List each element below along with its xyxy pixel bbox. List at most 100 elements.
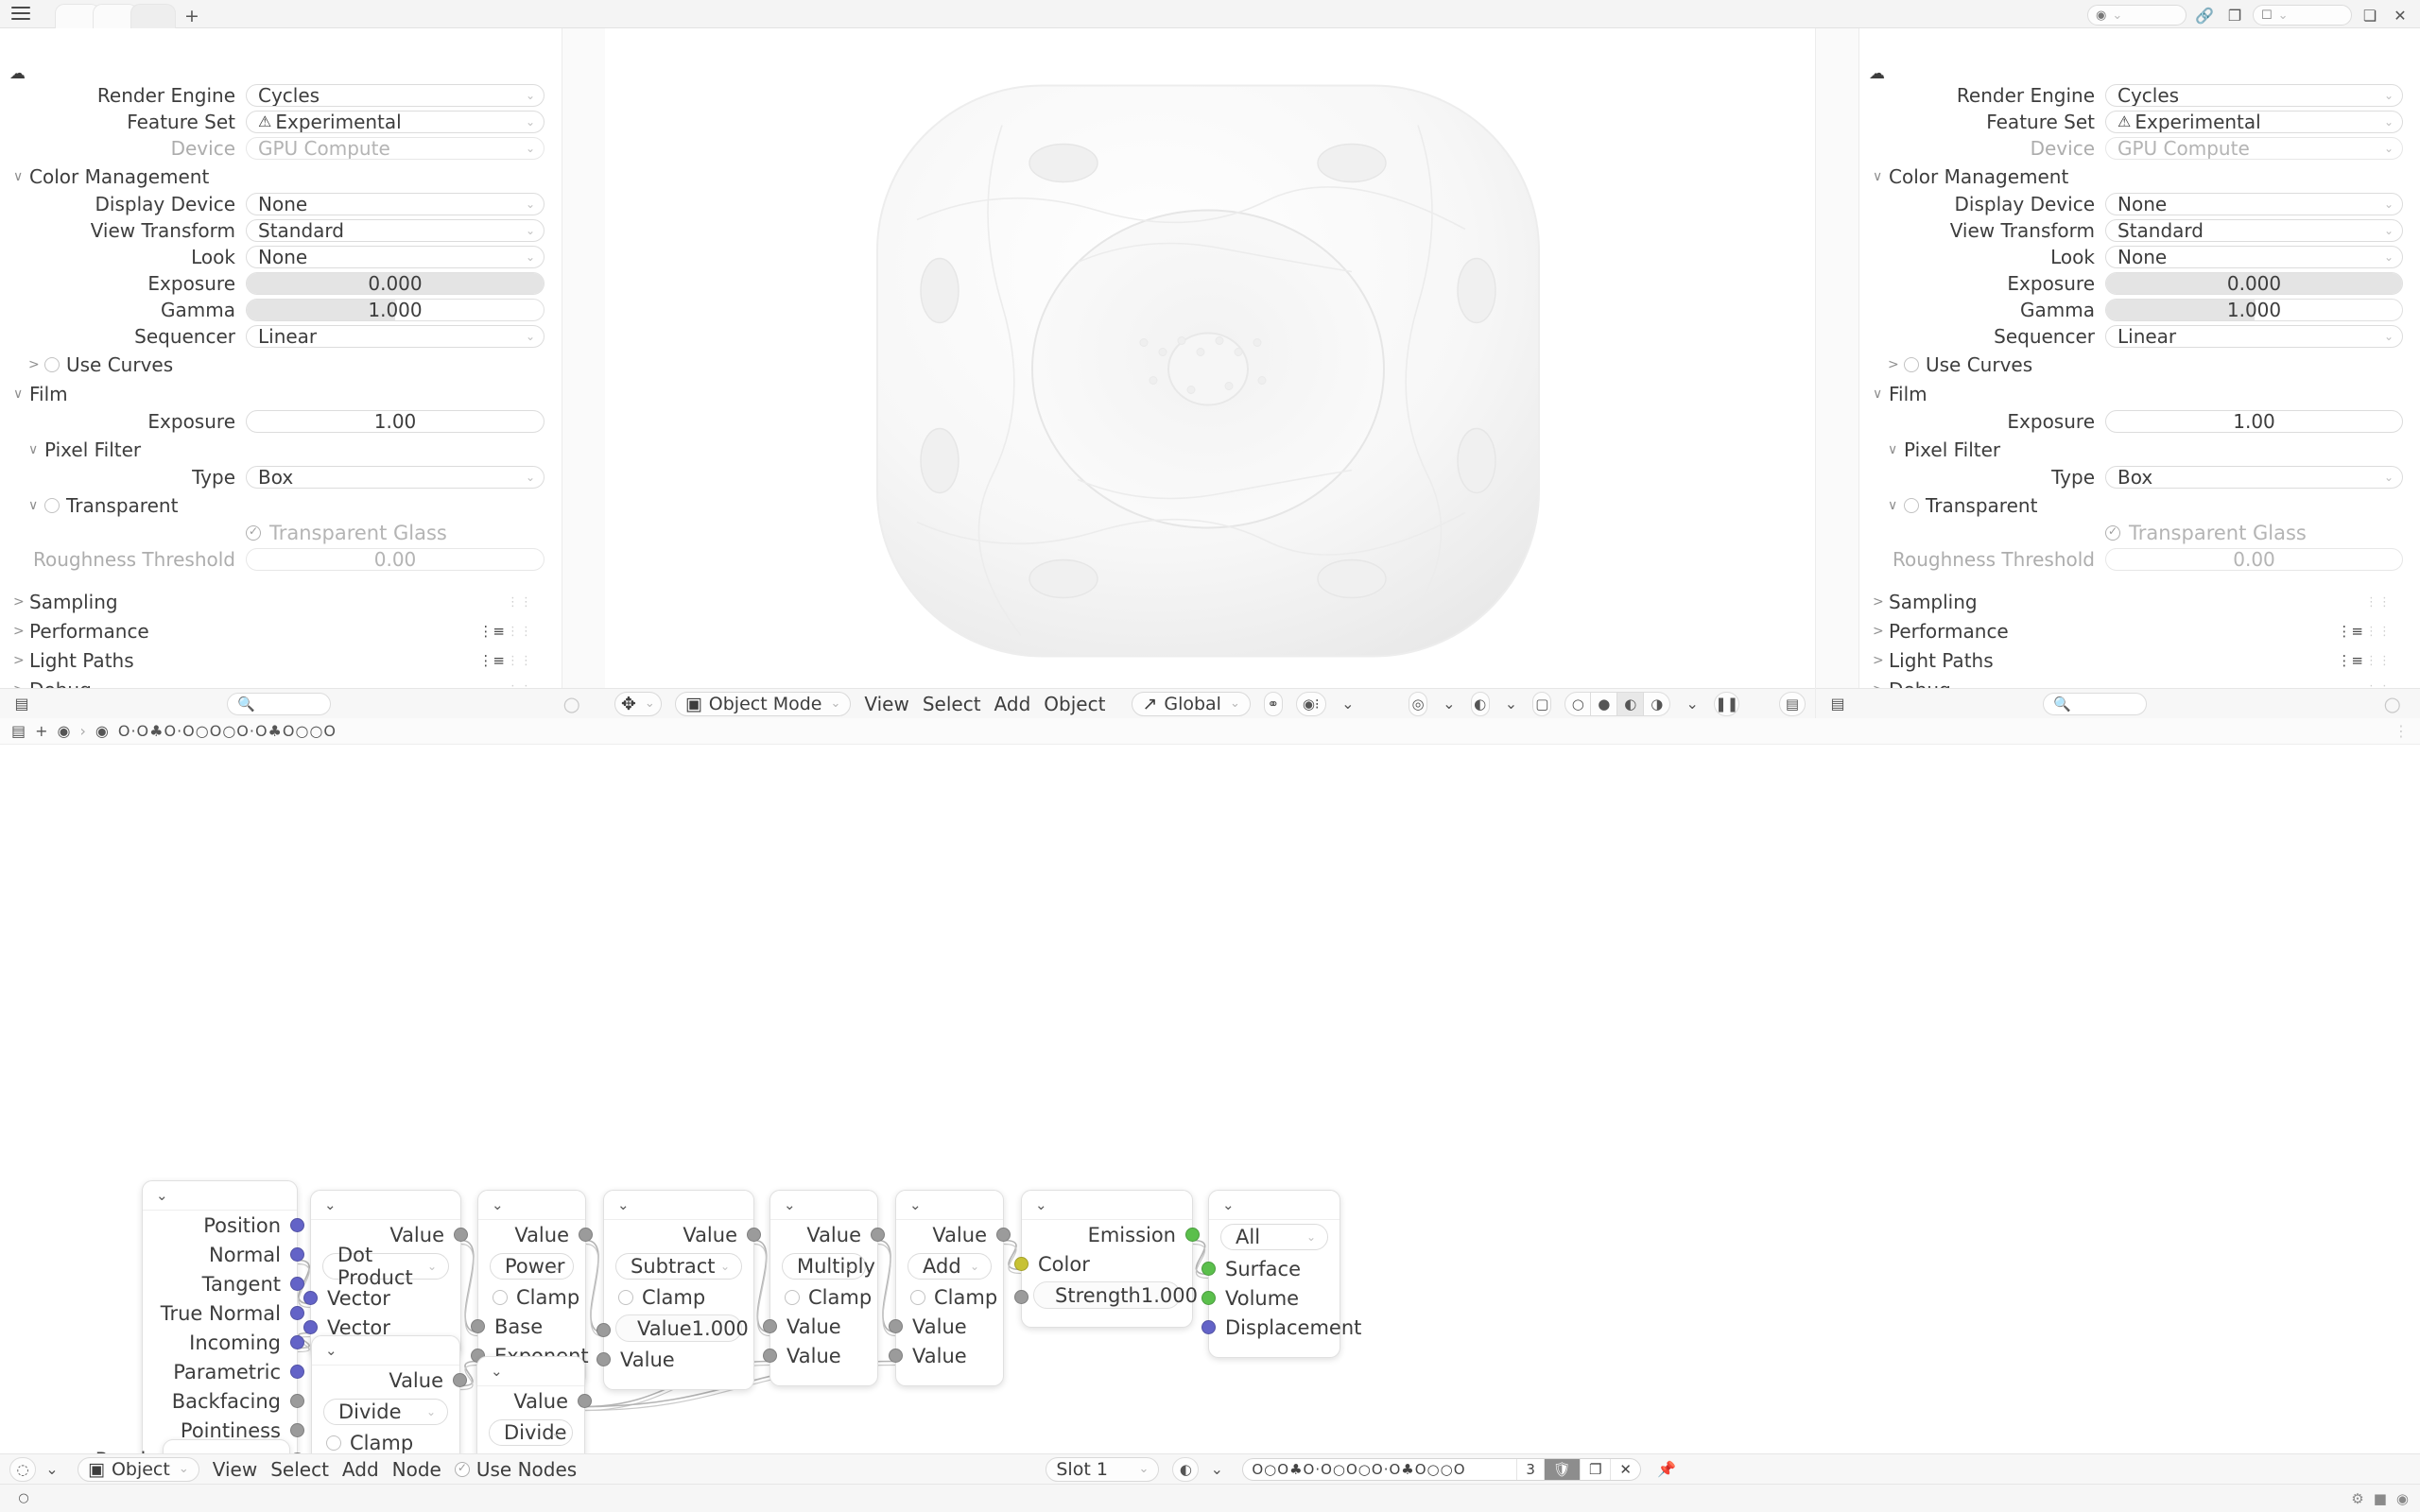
- node-math-add[interactable]: ⌄ Value Add ⌄ Clamp Value Value: [889, 1190, 1011, 1386]
- node-math-power[interactable]: ⌄ Value Power⌄ Clamp Base Exponent: [471, 1190, 593, 1386]
- use-curves-checkbox[interactable]: [1904, 357, 1919, 372]
- use-curves-row[interactable]: Use Curves: [0, 352, 562, 377]
- link-icon[interactable]: 🔗: [2195, 6, 2214, 25]
- clamp-checkbox[interactable]: [910, 1290, 925, 1305]
- output-socket[interactable]: [454, 1228, 468, 1242]
- node-options-icon[interactable]: ◉: [57, 722, 71, 740]
- input-socket[interactable]: [596, 1323, 611, 1337]
- clamp-checkbox[interactable]: [785, 1290, 800, 1305]
- chevron-down-icon[interactable]: ⌄: [784, 1196, 796, 1213]
- clamp-checkbox[interactable]: [618, 1290, 633, 1305]
- material-browse-icon[interactable]: ◐: [1172, 1456, 1200, 1482]
- node-emission[interactable]: ⌄ Emission Color Strength 1.000: [1014, 1190, 1200, 1328]
- viewport-menu-add[interactable]: Add: [994, 692, 1031, 715]
- node-editor-scrollbar[interactable]: ⋮: [2394, 722, 2409, 740]
- chevron-down-icon[interactable]: ⌄: [617, 1196, 630, 1213]
- transparent-glass-toggle[interactable]: Transparent Glass: [246, 522, 544, 544]
- section-light-paths[interactable]: Light Paths ⋮≡⋮⋮: [1859, 648, 2420, 673]
- chevron-down-icon[interactable]: ⌄: [1222, 1196, 1235, 1213]
- property-dropdown-2[interactable]: GPU Compute ⌄: [246, 136, 544, 160]
- property-dropdown-0[interactable]: Cycles ⌄: [246, 83, 544, 107]
- chevron-down-icon[interactable]: ⌄: [156, 1187, 168, 1204]
- input-socket[interactable]: [596, 1352, 611, 1366]
- property-dropdown-cm-5[interactable]: Linear ⌄: [246, 324, 544, 348]
- grip-dots-icon[interactable]: ⋮⋮: [507, 653, 533, 668]
- node-operation-dropdown[interactable]: Dot Product ⌄: [322, 1244, 449, 1289]
- node-value-field[interactable]: Value 1.000: [615, 1314, 749, 1342]
- grip-dots-icon[interactable]: ⋮⋮: [2365, 624, 2392, 639]
- section-film[interactable]: Film: [1859, 382, 2420, 406]
- grip-dots-icon[interactable]: ⋮⋮: [2365, 653, 2392, 668]
- shading-wireframe-icon[interactable]: ○: [1564, 691, 1592, 716]
- shader-node-editor[interactable]: ▤ + ◉ › ◉ O·O♣O·O○O○O·O♣O○○O ⋮ ⌄ Positio…: [0, 718, 2420, 1484]
- workspace-tab-3[interactable]: [130, 4, 176, 28]
- node-header[interactable]: ⌄: [1022, 1191, 1192, 1220]
- plus-icon[interactable]: +: [35, 722, 48, 740]
- section-performance[interactable]: Performance ⋮≡⋮⋮: [0, 619, 562, 644]
- output-socket[interactable]: [579, 1228, 593, 1242]
- material-name-field[interactable]: O○O♣O·O○O○O·O♣O○○O: [1243, 1458, 1518, 1480]
- input-socket-color[interactable]: [1014, 1257, 1028, 1271]
- material-output-target-dropdown[interactable]: All ⌄: [1220, 1224, 1328, 1250]
- pixel-filter-type-dropdown[interactable]: Box ⌄: [2105, 465, 2403, 489]
- property-dropdown-cm-2[interactable]: None ⌄: [246, 245, 544, 268]
- preset-list-icon[interactable]: ⋮≡: [478, 652, 505, 669]
- viewport-options-icon[interactable]: ▤: [1778, 691, 1806, 716]
- snap-icon[interactable]: ⚭: [1263, 691, 1283, 716]
- viewlayer-selector[interactable]: ☐ ⌄: [2253, 5, 2352, 26]
- property-dropdown-cm-5[interactable]: Linear ⌄: [2105, 324, 2403, 348]
- node-header[interactable]: ⌄: [311, 1191, 460, 1220]
- grip-dots-icon[interactable]: ⋮⋮: [2365, 594, 2392, 610]
- output-socket[interactable]: [290, 1247, 304, 1262]
- node-header[interactable]: ⌄: [770, 1191, 877, 1220]
- property-dropdown-cm-0[interactable]: None ⌄: [2105, 192, 2403, 215]
- output-socket[interactable]: [290, 1394, 304, 1408]
- preset-list-icon[interactable]: ⋮≡: [2337, 623, 2363, 640]
- node-clamp-toggle[interactable]: Clamp: [604, 1283, 753, 1312]
- properties-search-input-right[interactable]: 🔍: [2043, 692, 2147, 715]
- use-curves-row[interactable]: Use Curves: [1859, 352, 2420, 377]
- node-vector-math-dot[interactable]: ⌄ Value Dot Product ⌄ Vector Vector: [303, 1190, 468, 1358]
- clamp-checkbox[interactable]: [326, 1435, 341, 1451]
- copy-icon[interactable]: ❐: [2227, 6, 2242, 25]
- node-math-subtract[interactable]: ⌄ Value Subtract ⌄ Clamp Value 1.000 Valu…: [596, 1190, 761, 1390]
- node-operation-dropdown[interactable]: Divide ⌄: [489, 1419, 573, 1446]
- grip-dots-icon[interactable]: ⋮⋮: [507, 624, 533, 639]
- output-socket[interactable]: [1185, 1228, 1200, 1242]
- node-clamp-toggle[interactable]: Clamp: [312, 1429, 459, 1457]
- viewport-gizmo-icon[interactable]: ◎: [1409, 691, 1427, 716]
- film-exposure-field[interactable]: 1.00: [2105, 409, 2403, 433]
- node-operation-dropdown[interactable]: Subtract ⌄: [615, 1253, 742, 1280]
- section-color-management[interactable]: Color Management: [1859, 164, 2420, 189]
- transparent-glass-checkbox[interactable]: [2105, 524, 2120, 541]
- node-header[interactable]: ⌄: [604, 1191, 753, 1220]
- node-math-multiply[interactable]: ⌄ Value Multiply ⌄ Clamp Value Value: [763, 1190, 885, 1386]
- film-exposure-field[interactable]: 1.00: [246, 409, 544, 433]
- grip-dots-icon[interactable]: ⋮⋮: [507, 594, 533, 610]
- use-nodes-toggle[interactable]: Use Nodes: [454, 1458, 577, 1481]
- property-dropdown-1[interactable]: ⚠ Experimental ⌄: [246, 110, 544, 133]
- editor-type-icon-node[interactable]: ▤: [11, 722, 26, 740]
- node-menu-select[interactable]: Select: [270, 1457, 329, 1481]
- pause-icon[interactable]: ❚❚: [1714, 691, 1740, 716]
- pin-icon[interactable]: 📌: [1657, 1460, 1676, 1478]
- viewport-menu-select[interactable]: Select: [922, 692, 981, 715]
- material-browse-chevron-down-icon[interactable]: ⌄: [1210, 1460, 1224, 1478]
- editor-type-chevron-down-icon[interactable]: ⌄: [45, 1460, 59, 1478]
- section-pixel-filter[interactable]: Pixel Filter: [1859, 438, 2420, 462]
- property-dropdown-cm-2[interactable]: None ⌄: [2105, 245, 2403, 268]
- transparent-checkbox[interactable]: [44, 498, 60, 513]
- input-socket[interactable]: [303, 1320, 318, 1334]
- unlink-icon[interactable]: ✕: [1619, 1460, 1632, 1478]
- proportional-falloff-chevron-down-icon[interactable]: ⌄: [1341, 695, 1355, 713]
- node-menu-node[interactable]: Node: [391, 1457, 441, 1481]
- main-menu-icon[interactable]: [11, 7, 30, 22]
- input-socket[interactable]: [1201, 1291, 1216, 1305]
- interaction-mode-selector[interactable]: ▣ Object Mode ⌄: [674, 691, 852, 716]
- input-socket[interactable]: [889, 1349, 903, 1363]
- output-socket[interactable]: [290, 1423, 304, 1437]
- clamp-checkbox[interactable]: [493, 1290, 508, 1305]
- section-light-paths[interactable]: Light Paths ⋮≡⋮⋮: [0, 648, 562, 673]
- add-workspace-button[interactable]: +: [184, 6, 199, 26]
- output-socket[interactable]: [996, 1228, 1011, 1242]
